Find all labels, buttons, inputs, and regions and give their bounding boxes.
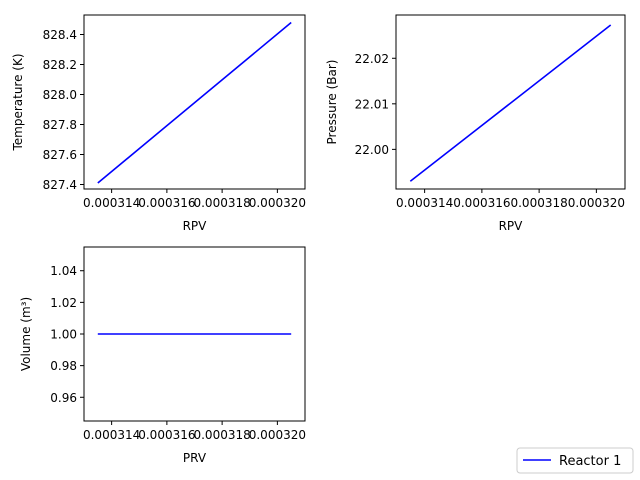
y-tick-label-temperature: 828.0 xyxy=(43,88,77,102)
x-tick-label-pressure: 0.000314 xyxy=(396,196,453,210)
y-tick-label-pressure: 22.01 xyxy=(355,97,389,111)
y-tick-label-volume: 0.98 xyxy=(50,359,77,373)
y-axis-label-volume: Volume (m³) xyxy=(19,297,33,371)
y-tick-label-volume: 1.02 xyxy=(50,296,77,310)
y-tick-label-temperature: 828.2 xyxy=(43,58,77,72)
y-tick-label-temperature: 828.4 xyxy=(43,28,77,42)
subplot-pressure: 0.000314 0.000316 0.000318 0.000320 22.00 22.… xyxy=(325,14,626,233)
y-tick-label-volume: 1.04 xyxy=(50,264,77,278)
axes-frame-pressure xyxy=(395,14,626,190)
x-tick-label-pressure: 0.000316 xyxy=(453,196,510,210)
x-axis-label-volume: PRV xyxy=(183,451,207,465)
y-tick-label-temperature: 827.6 xyxy=(43,148,77,162)
x-axis-label-pressure: RPV xyxy=(499,219,524,233)
y-tick-label-volume: 1.00 xyxy=(50,328,77,342)
y-tick-label-pressure: 22.02 xyxy=(355,52,389,66)
y-tick-label-temperature: 827.4 xyxy=(43,178,77,192)
plots-container: 0.0003140.0003160.0003180.000320827.4827… xyxy=(11,14,626,465)
legend-box xyxy=(516,447,634,474)
x-tick-label-volume: 0.000320 xyxy=(249,428,306,442)
legend: Reactor 1 xyxy=(516,447,634,474)
x-tick-label-temperature: 0.000316 xyxy=(138,196,195,210)
x-tick-label-volume: 0.000314 xyxy=(83,428,140,442)
legend-label-reactor-1: Reactor 1 xyxy=(559,454,621,469)
series-line-pressure xyxy=(409,24,612,182)
x-tick-label-temperature: 0.000314 xyxy=(83,196,140,210)
axes-frame-temperature xyxy=(83,14,306,190)
x-tick-label-pressure: 0.000320 xyxy=(568,196,625,210)
y-axis-label-pressure: Pressure (Bar) xyxy=(325,60,339,145)
y-axis-label-temperature: Temperature (K) xyxy=(11,53,25,151)
x-tick-label-temperature: 0.000318 xyxy=(193,196,250,210)
x-tick-label-temperature: 0.000320 xyxy=(249,196,306,210)
x-tick-label-pressure: 0.000318 xyxy=(510,196,567,210)
y-tick-label-pressure: 22.00 xyxy=(355,143,389,157)
y-tick-label-temperature: 827.8 xyxy=(43,118,77,132)
y-tick-label-volume: 0.96 xyxy=(50,391,77,405)
series-line-temperature xyxy=(97,21,292,184)
x-tick-label-volume: 0.000318 xyxy=(193,428,250,442)
x-axis-label-temperature: RPV xyxy=(183,219,208,233)
x-tick-label-volume: 0.000316 xyxy=(138,428,195,442)
